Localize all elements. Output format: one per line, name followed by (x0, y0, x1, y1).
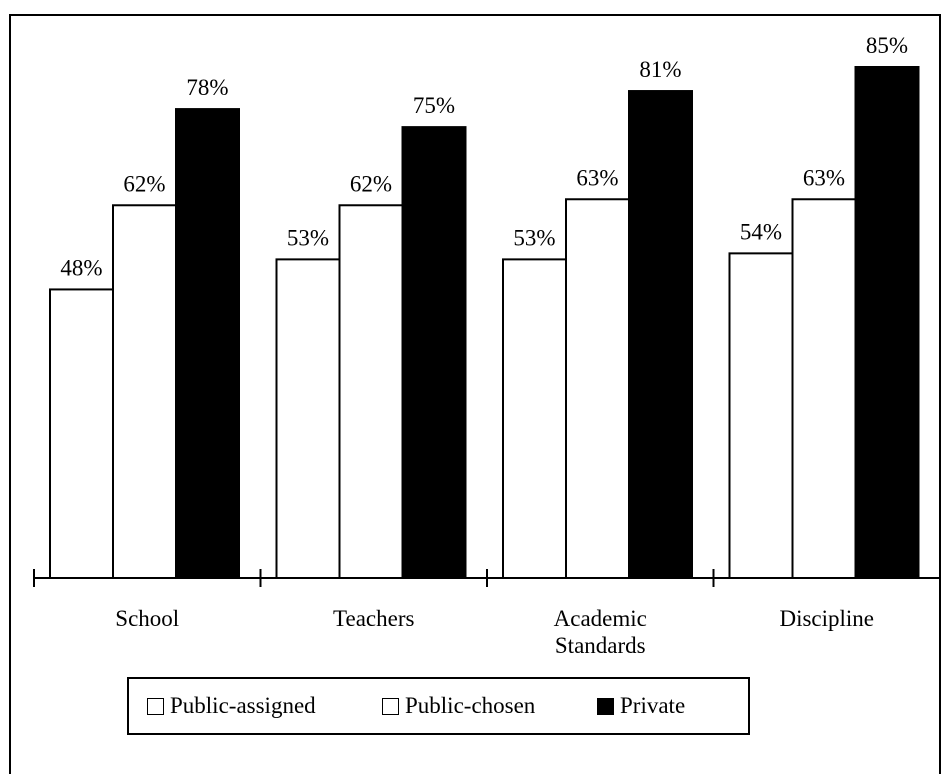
bar-private-teachers (401, 126, 467, 579)
legend: Public-assigned Public-chosen Private (127, 677, 750, 735)
data-label-public-assigned-teachers: 53% (287, 225, 329, 250)
data-label-public-chosen-school: 62% (123, 171, 165, 196)
category-label-discipline: Discipline (779, 606, 874, 631)
legend-swatch-public-assigned (147, 697, 164, 715)
bar-public-assigned-teachers (275, 258, 341, 579)
data-label-public-chosen-teachers: 62% (350, 171, 392, 196)
data-label-private-school: 78% (186, 75, 228, 100)
category-label-academic-standards: Academic Standards (554, 606, 647, 658)
bar-public-chosen-school (112, 204, 177, 579)
legend-label-private: Private (620, 693, 686, 718)
data-label-public-chosen-academic-standards: 63% (576, 165, 618, 190)
data-label-public-assigned-academic-standards: 53% (513, 225, 555, 250)
data-label-private-academic-standards: 81% (639, 57, 681, 82)
category-label-school: School (115, 606, 179, 631)
data-label-public-assigned-school: 48% (60, 255, 102, 280)
bar-public-chosen-academic-standards (565, 198, 630, 579)
bar-public-assigned-discipline (728, 252, 794, 579)
data-label-public-assigned-discipline: 54% (740, 219, 782, 244)
bar-private-academic-standards (628, 90, 693, 579)
category-label-teachers: Teachers (333, 606, 414, 631)
data-label-private-discipline: 85% (866, 33, 908, 58)
bar-public-assigned-school (49, 288, 114, 579)
legend-label-public-assigned: Public-assigned (170, 693, 316, 718)
chart-frame (9, 14, 941, 774)
bar-public-assigned-academic-standards (502, 258, 567, 579)
bar-private-school (175, 108, 240, 579)
legend-swatch-public-chosen (382, 697, 399, 715)
legend-swatch-private (597, 697, 614, 715)
legend-item-public-assigned: Public-assigned (147, 693, 316, 719)
bar-public-chosen-teachers (338, 204, 404, 579)
legend-item-private: Private (597, 693, 685, 719)
legend-item-public-chosen: Public-chosen (382, 693, 535, 719)
bar-public-chosen-discipline (791, 198, 857, 579)
bar-private-discipline (854, 66, 920, 579)
legend-label-public-chosen: Public-chosen (405, 693, 536, 718)
data-label-public-chosen-discipline: 63% (803, 165, 845, 190)
data-label-private-teachers: 75% (413, 93, 455, 118)
